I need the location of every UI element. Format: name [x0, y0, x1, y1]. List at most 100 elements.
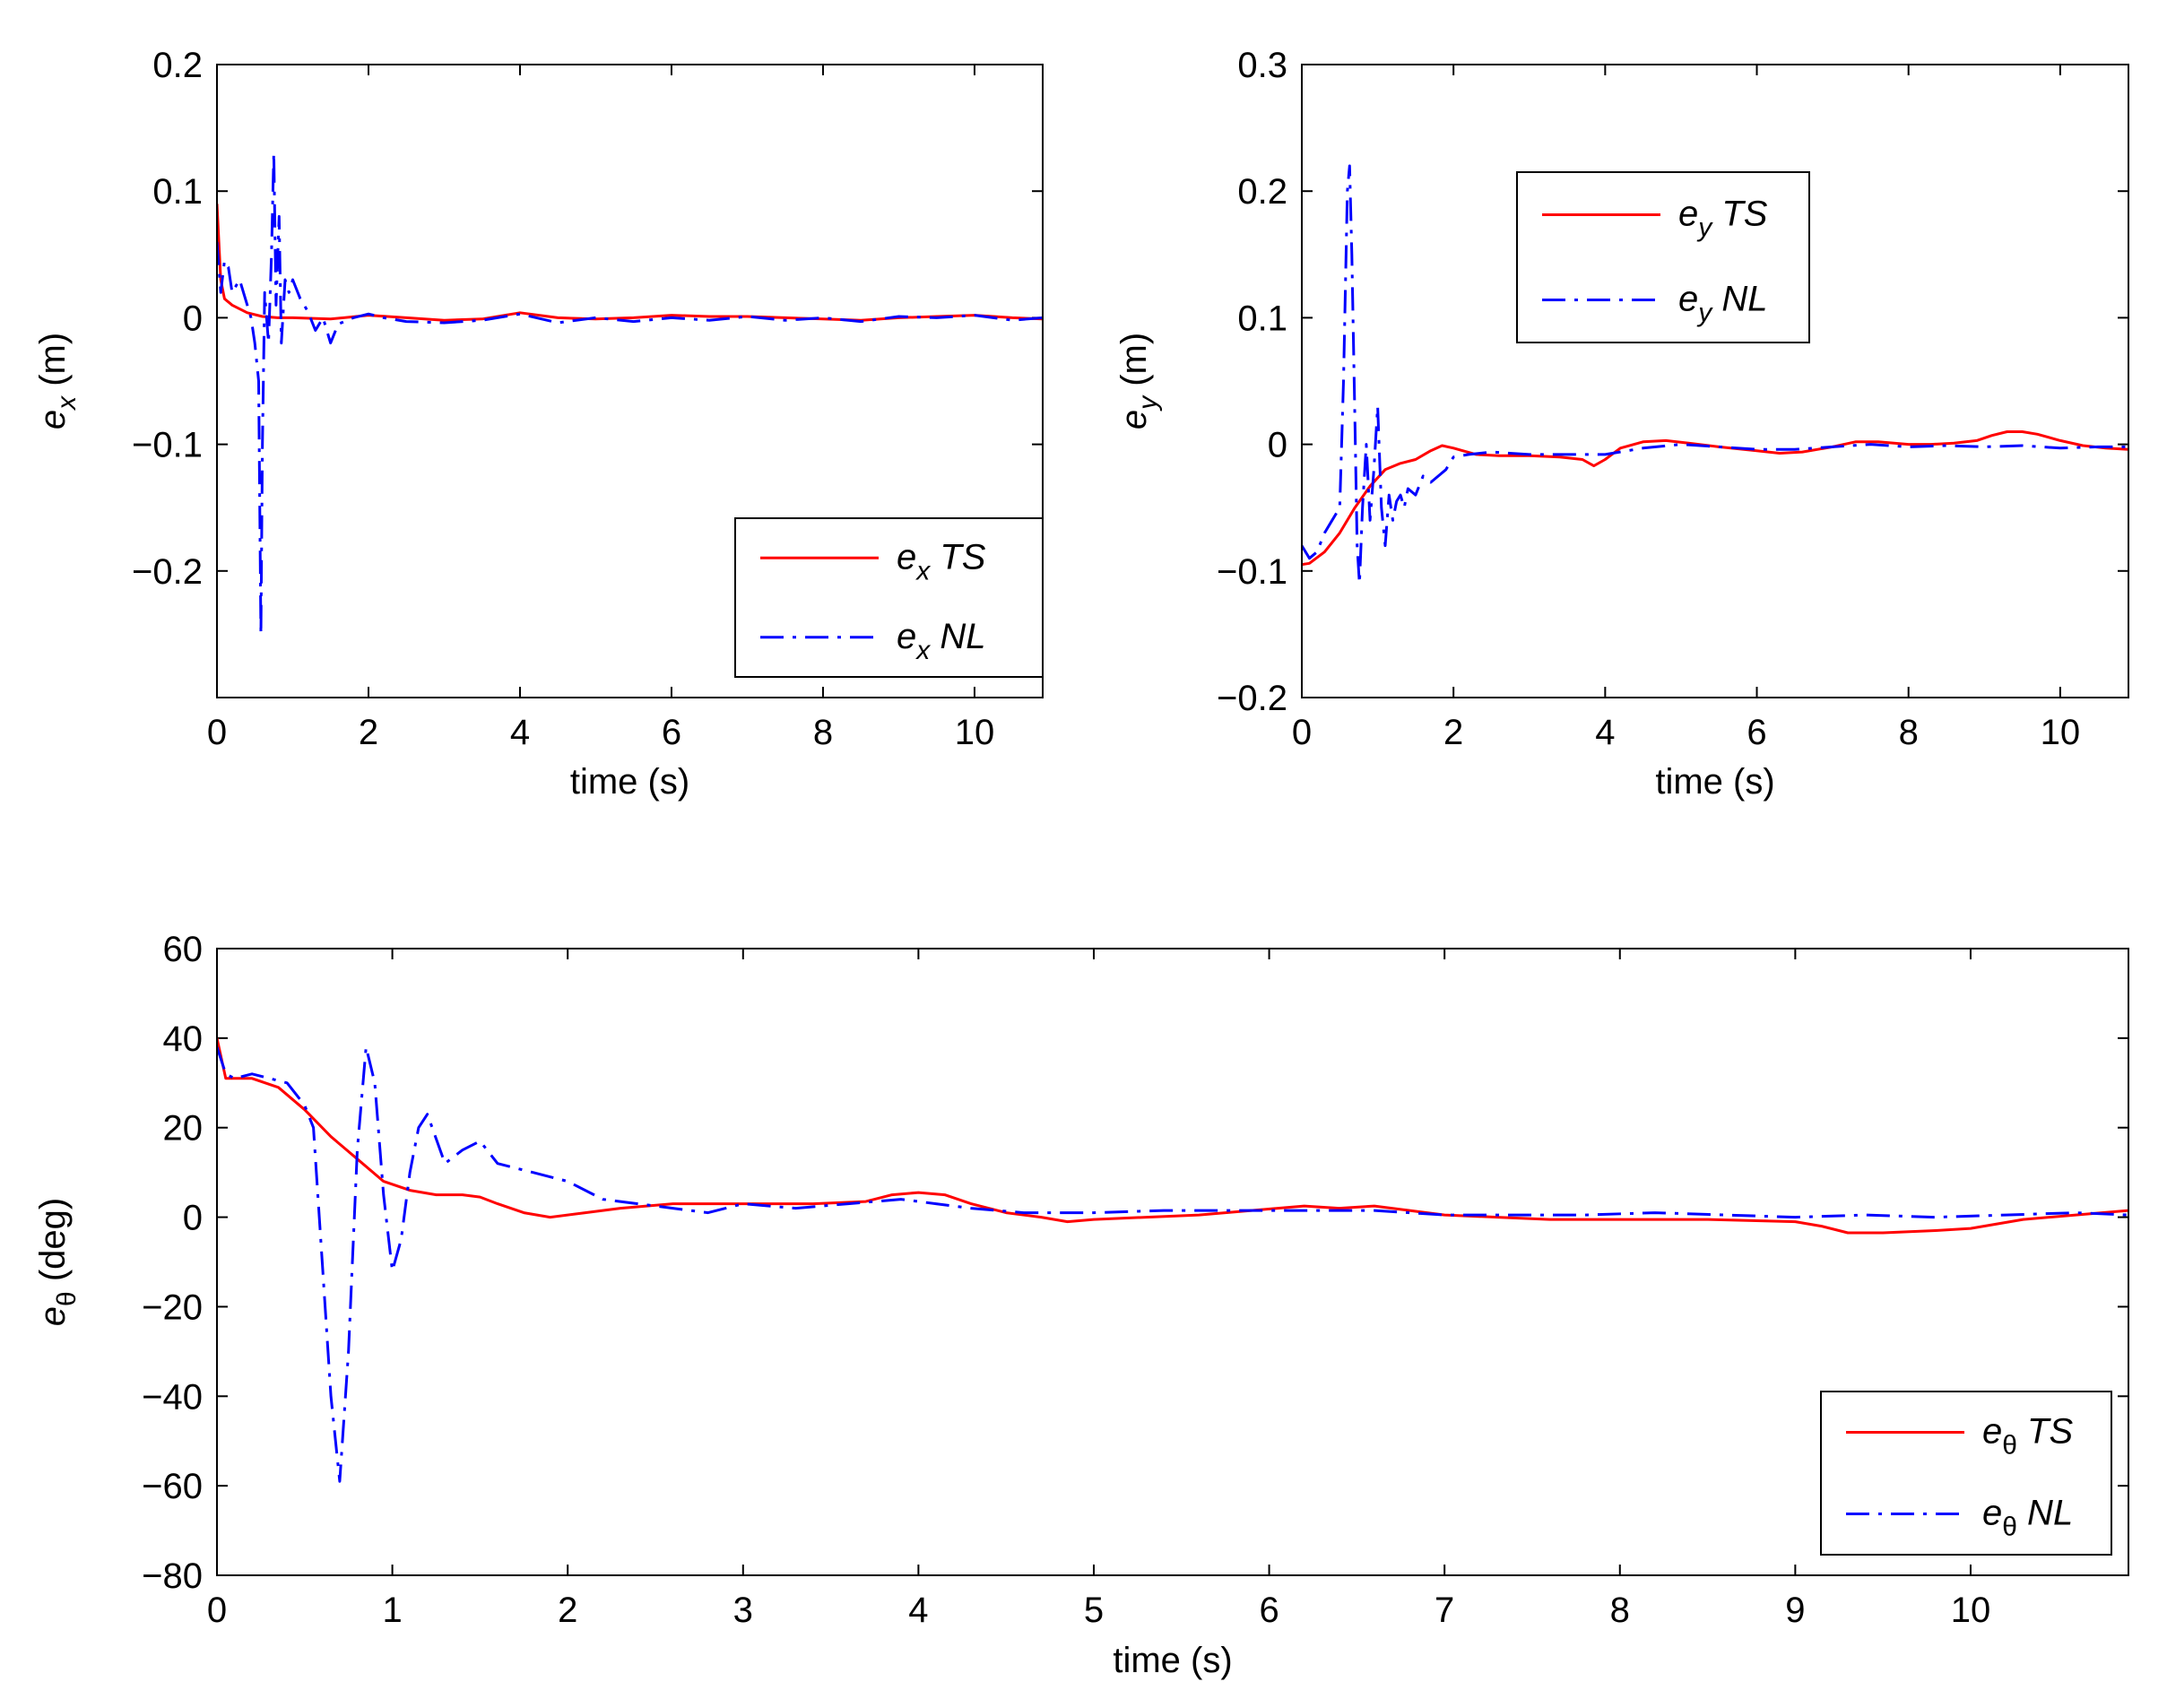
etheta-xtick-label: 6 — [1259, 1591, 1279, 1630]
ex-ytick-label: −0.1 — [132, 426, 203, 465]
ex-xtick-label: 8 — [813, 713, 833, 752]
ex-series-ts-line — [217, 204, 1043, 322]
panel-ex-chart: 0 2 4 6 8 10−0.2−0.100.10.2 time (s) ex (m) e… — [33, 46, 1044, 802]
ey-ylabel-main: e — [1114, 410, 1154, 429]
ex-xtick-label: 10 — [955, 713, 995, 752]
ex-ylabel: ex (m) — [33, 333, 82, 429]
ey-legend: ey TS ey NL — [1516, 171, 1810, 343]
ey-legend-ts-sub: y — [1696, 213, 1713, 243]
ey-ytick-label: −0.1 — [1217, 552, 1287, 592]
etheta-xlabel: time (s) — [1113, 1641, 1232, 1680]
etheta-xtick-label: 2 — [558, 1591, 577, 1630]
ey-xtick-label: 4 — [1595, 713, 1615, 752]
etheta-axes-frame — [216, 948, 2129, 1576]
ey-legend-box — [1516, 171, 1810, 343]
ey-ytick-label: 0.2 — [1237, 172, 1287, 212]
etheta-series-nl-line — [217, 1045, 2128, 1483]
ex-ytick-label: 0 — [183, 299, 203, 338]
etheta-series-layer — [217, 1037, 2128, 1483]
etheta-xtick-label: 3 — [733, 1591, 753, 1630]
ey-ylabel-unit: (m) — [1114, 333, 1154, 396]
ex-ytick-label: 0.2 — [152, 46, 203, 85]
etheta-legend: eθ TS eθ NL — [1820, 1391, 2112, 1556]
etheta-tick-labels: 0 1 2 3 4 5 6 7 8 9 10 −80 −60 −40 −20 0 20 40 60 — [142, 930, 1990, 1630]
ex-ytick-label: 0.1 — [152, 172, 203, 212]
etheta-legend-ts-main: e — [1982, 1412, 2002, 1452]
ey-xtick-label: 10 — [2041, 713, 2081, 752]
ey-ytick-label: 0 — [1268, 426, 1287, 465]
panel-etheta-chart: 0 1 2 3 4 5 6 7 8 9 10 −80 −60 −40 −20 0 20 40 60 time (s)… — [33, 930, 2129, 1680]
ex-ylabel-unit: (m) — [33, 333, 73, 396]
etheta-ytick-label: −60 — [142, 1467, 203, 1506]
etheta-ytick-label: −40 — [142, 1377, 203, 1417]
ey-axes-frame — [1301, 64, 2129, 698]
ey-legend-nl-sub: y — [1696, 299, 1713, 328]
ey-legend-ts-suffix: TS — [1712, 195, 1768, 234]
ex-legend: ex TS ex NL — [734, 517, 1044, 678]
etheta-xtick-label: 1 — [382, 1591, 402, 1630]
etheta-xtick-label: 9 — [1785, 1591, 1805, 1630]
ex-ylabel-sub: x — [52, 395, 82, 412]
ex-legend-ts-suffix: TS — [930, 537, 986, 577]
etheta-xtick-label: 7 — [1435, 1591, 1454, 1630]
etheta-legend-ts-sub: θ — [2002, 1431, 2017, 1461]
ey-series-ts-line — [1302, 430, 2128, 567]
ex-xtick-label: 6 — [662, 713, 681, 752]
etheta-series-ts-line — [217, 1037, 2128, 1235]
etheta-ytick-label: 0 — [183, 1199, 203, 1238]
ey-xlabel: time (s) — [1655, 762, 1774, 802]
ex-series-nl-line — [217, 152, 1043, 636]
etheta-legend-label-nl: eθ NL — [1982, 1494, 2073, 1542]
etheta-xtick-label: 0 — [207, 1591, 227, 1630]
ex-series-layer — [217, 152, 1043, 636]
etheta-ytick-label: 20 — [163, 1109, 204, 1149]
ex-legend-label-ts: ex TS — [897, 537, 986, 585]
etheta-xtick-label: 10 — [1951, 1591, 1991, 1630]
ex-tick-labels: 0 2 4 6 8 10 −0.2 −0.1 0 0.1 0.2 — [132, 46, 994, 752]
ex-legend-nl-sub: x — [914, 636, 931, 665]
ey-legend-label-nl: ey NL — [1678, 280, 1768, 328]
ey-xtick-label: 6 — [1747, 713, 1766, 752]
etheta-ytick-label: −20 — [142, 1288, 203, 1327]
etheta-xtick-label: 5 — [1084, 1591, 1104, 1630]
ey-ytick-label: −0.2 — [1217, 679, 1287, 718]
ex-xtick-label: 4 — [510, 713, 530, 752]
ex-legend-nl-main: e — [897, 617, 916, 656]
ey-ytick-label: 0.3 — [1237, 46, 1287, 85]
ex-axes-frame — [216, 64, 1044, 698]
etheta-xtick-label: 8 — [1610, 1591, 1630, 1630]
etheta-ytick-label: 40 — [163, 1019, 204, 1059]
ey-xtick-label: 8 — [1899, 713, 1919, 752]
etheta-ylabel-main: e — [33, 1306, 73, 1326]
ex-legend-ts-sub: x — [914, 556, 931, 585]
etheta-ytick-label: −80 — [142, 1556, 203, 1596]
ex-legend-nl-suffix: NL — [930, 617, 985, 656]
ex-legend-box — [734, 517, 1044, 678]
ey-tick-labels: 0 2 4 6 8 10 −0.2 −0.1 0 0.1 0.2 0.3 — [1217, 46, 2080, 752]
etheta-ylabel-sub: θ — [52, 1291, 82, 1306]
ey-legend-nl-suffix: NL — [1712, 280, 1767, 319]
ey-legend-ts-main: e — [1678, 195, 1698, 234]
etheta-legend-nl-suffix: NL — [2017, 1494, 2073, 1533]
etheta-legend-label-ts: eθ TS — [1982, 1412, 2073, 1461]
ex-ylabel-main: e — [33, 410, 73, 429]
etheta-xtick-label: 4 — [908, 1591, 928, 1630]
etheta-ytick-label: 60 — [163, 930, 204, 969]
ey-legend-label-ts: ey TS — [1678, 195, 1768, 243]
etheta-legend-ts-suffix: TS — [2017, 1412, 2074, 1452]
etheta-ylabel: eθ (deg) — [33, 1198, 82, 1326]
etheta-legend-nl-main: e — [1982, 1494, 2002, 1533]
ex-legend-ts-main: e — [897, 537, 916, 577]
panel-ey-chart: 0 2 4 6 8 10−0.2−0.100.10.20.3 time (s) ey (m… — [1114, 46, 2129, 802]
etheta-legend-box — [1820, 1391, 2112, 1556]
ex-xlabel: time (s) — [570, 762, 689, 802]
etheta-ylabel-unit: (deg) — [33, 1198, 73, 1292]
ey-ylabel: ey (m) — [1114, 333, 1163, 429]
ey-xtick-label: 0 — [1292, 713, 1312, 752]
ey-xtick-label: 2 — [1443, 713, 1463, 752]
ey-ytick-label: 0.1 — [1237, 299, 1287, 338]
ey-ylabel-sub: y — [1133, 394, 1163, 412]
ex-xtick-label: 0 — [207, 713, 227, 752]
ex-legend-label-nl: ex NL — [897, 617, 986, 665]
